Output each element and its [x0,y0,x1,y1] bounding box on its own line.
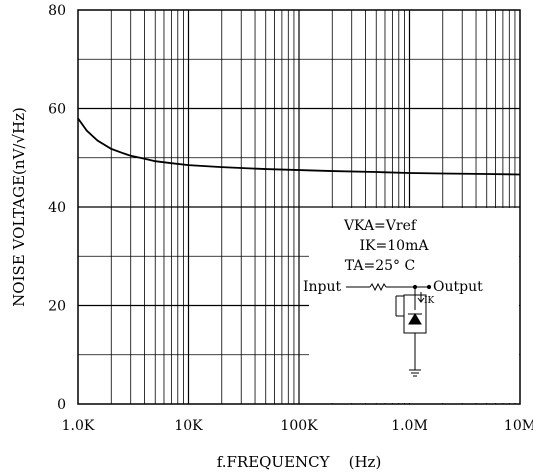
circuit-output-label: Output [433,279,483,295]
circuit-current-label: IK [424,296,435,306]
noise-voltage-curve [77,117,521,176]
x-axis-title: f.FREQUENCY (Hz) [217,453,382,471]
y-tick-label: 40 [48,200,66,216]
x-tick-label: 100K [280,418,318,434]
x-tick-label: 1.0K [62,418,95,434]
series-layer [77,117,521,176]
test-circuit-icon [346,282,432,377]
x-tick-label: 10K [174,418,203,434]
x-tick-labels: 1.0K 10K 100K 1.0M 10M [62,418,533,434]
y-axis-title: NOISE VOLTAGE(nV/√Hz) [10,107,28,307]
condition-ik: IK=10mA [360,238,430,254]
condition-vka: VKA=Vref [343,218,418,234]
test-conditions-inset: VKA=Vref IK=10mA TA=25° C Input Output I… [303,208,519,403]
condition-ta: TA=25° C [345,258,415,274]
y-tick-label: 0 [57,397,66,413]
x-tick-label: 1.0M [391,418,428,434]
major-gridlines [78,10,520,404]
circuit-input-label: Input [303,279,342,295]
y-tick-label: 80 [48,3,66,19]
x-tick-label: 10M [504,418,533,434]
y-tick-labels: 0 20 40 60 80 [48,3,66,413]
y-tick-label: 60 [48,102,66,118]
y-tick-label: 20 [48,299,66,315]
